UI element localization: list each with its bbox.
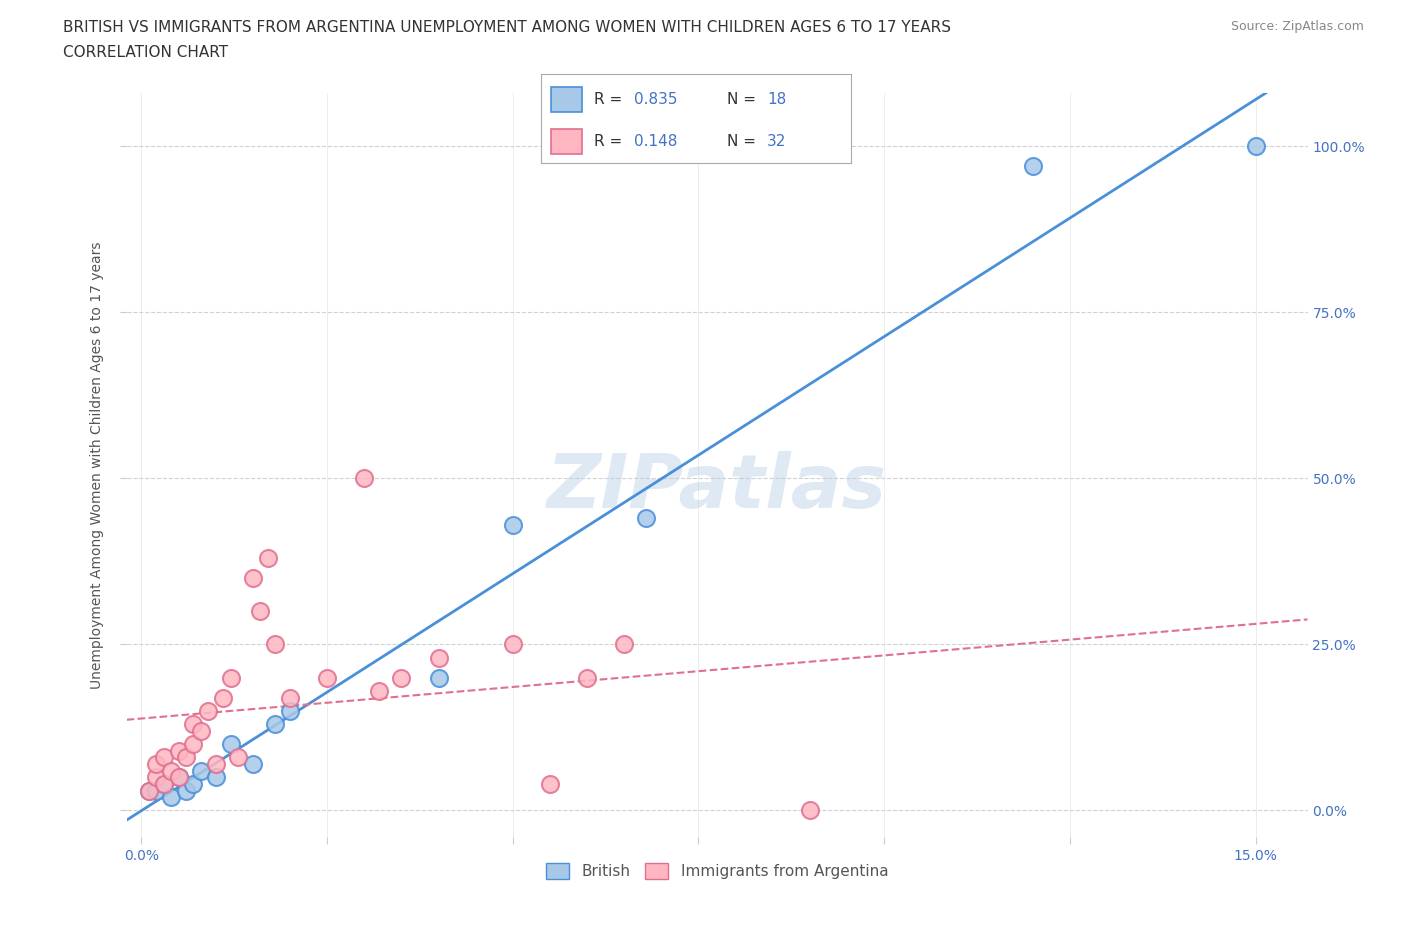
- Point: [204, 756, 226, 771]
- Y-axis label: Unemployment Among Women with Children Ages 6 to 17 years: Unemployment Among Women with Children A…: [90, 241, 104, 689]
- Point: [174, 750, 197, 764]
- Point: [502, 517, 524, 532]
- Point: [197, 703, 219, 718]
- FancyBboxPatch shape: [551, 129, 582, 154]
- Point: [152, 777, 174, 791]
- Legend: British, Immigrants from Argentina: British, Immigrants from Argentina: [540, 857, 894, 885]
- Text: 18: 18: [768, 92, 786, 107]
- Point: [368, 684, 391, 698]
- Text: 32: 32: [768, 134, 786, 149]
- Text: ZIPatlas: ZIPatlas: [547, 451, 887, 524]
- Point: [212, 690, 235, 705]
- Point: [138, 783, 160, 798]
- Point: [145, 783, 167, 798]
- Point: [502, 637, 524, 652]
- Point: [160, 790, 183, 804]
- Text: Source: ZipAtlas.com: Source: ZipAtlas.com: [1230, 20, 1364, 33]
- Point: [174, 783, 197, 798]
- Text: 0.148: 0.148: [634, 134, 678, 149]
- Text: BRITISH VS IMMIGRANTS FROM ARGENTINA UNEMPLOYMENT AMONG WOMEN WITH CHILDREN AGES: BRITISH VS IMMIGRANTS FROM ARGENTINA UNE…: [63, 20, 952, 35]
- Point: [138, 783, 160, 798]
- Point: [264, 637, 287, 652]
- Point: [427, 650, 450, 665]
- Text: R =: R =: [593, 92, 627, 107]
- Point: [226, 750, 249, 764]
- Point: [160, 764, 183, 778]
- Point: [190, 724, 212, 738]
- Point: [613, 637, 636, 652]
- Point: [183, 737, 205, 751]
- Point: [183, 717, 205, 732]
- Point: [167, 770, 190, 785]
- Point: [152, 750, 174, 764]
- Text: N =: N =: [727, 92, 761, 107]
- Text: CORRELATION CHART: CORRELATION CHART: [63, 45, 228, 60]
- FancyBboxPatch shape: [551, 86, 582, 112]
- Point: [1244, 139, 1267, 153]
- Point: [278, 690, 301, 705]
- Point: [204, 770, 226, 785]
- Text: 0.835: 0.835: [634, 92, 678, 107]
- Point: [256, 551, 278, 565]
- Point: [242, 756, 264, 771]
- Point: [167, 743, 190, 758]
- Point: [145, 756, 167, 771]
- Text: R =: R =: [593, 134, 627, 149]
- Point: [278, 703, 301, 718]
- Point: [145, 770, 167, 785]
- Point: [183, 777, 205, 791]
- Point: [219, 737, 242, 751]
- Point: [389, 671, 412, 685]
- Point: [538, 777, 561, 791]
- Point: [152, 777, 174, 791]
- Point: [190, 764, 212, 778]
- Point: [1022, 159, 1045, 174]
- Point: [219, 671, 242, 685]
- Point: [576, 671, 599, 685]
- Point: [636, 511, 658, 525]
- Point: [249, 604, 271, 618]
- Point: [316, 671, 339, 685]
- Point: [264, 717, 287, 732]
- Text: N =: N =: [727, 134, 761, 149]
- Point: [242, 570, 264, 585]
- Point: [167, 770, 190, 785]
- Point: [427, 671, 450, 685]
- Point: [353, 471, 375, 485]
- Point: [799, 803, 821, 817]
